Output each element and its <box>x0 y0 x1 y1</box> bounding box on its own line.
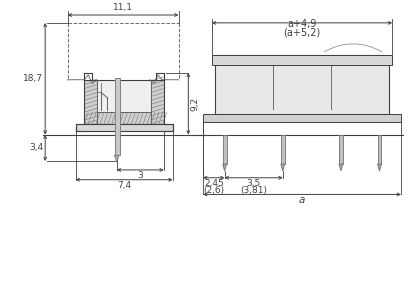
Bar <box>151 80 164 124</box>
Polygon shape <box>281 164 285 171</box>
Bar <box>97 80 151 112</box>
Bar <box>75 124 173 131</box>
Text: 7,4: 7,4 <box>117 181 131 190</box>
Bar <box>377 135 381 164</box>
Text: (a+5,2): (a+5,2) <box>284 28 321 38</box>
Bar <box>223 135 226 164</box>
Bar <box>84 112 164 124</box>
Text: 18,7: 18,7 <box>23 74 43 83</box>
Bar <box>215 55 389 114</box>
Text: 3: 3 <box>137 171 143 180</box>
Text: a+4,9: a+4,9 <box>287 19 317 29</box>
Bar <box>212 55 392 65</box>
Bar <box>84 80 97 124</box>
Text: (2,6): (2,6) <box>203 186 224 195</box>
Text: a: a <box>299 195 305 205</box>
Text: 2,45: 2,45 <box>204 179 224 188</box>
Bar <box>339 135 343 164</box>
Text: 3,4: 3,4 <box>29 144 43 152</box>
Text: 9,2: 9,2 <box>190 97 199 111</box>
Polygon shape <box>377 164 381 171</box>
Text: 11,1: 11,1 <box>113 3 133 12</box>
Bar <box>281 135 285 164</box>
Bar <box>203 114 401 122</box>
Text: (3,81): (3,81) <box>240 186 267 195</box>
Polygon shape <box>114 155 119 161</box>
Polygon shape <box>339 164 343 171</box>
Polygon shape <box>223 164 226 171</box>
Bar <box>115 78 120 155</box>
Text: 3,5: 3,5 <box>246 179 261 188</box>
